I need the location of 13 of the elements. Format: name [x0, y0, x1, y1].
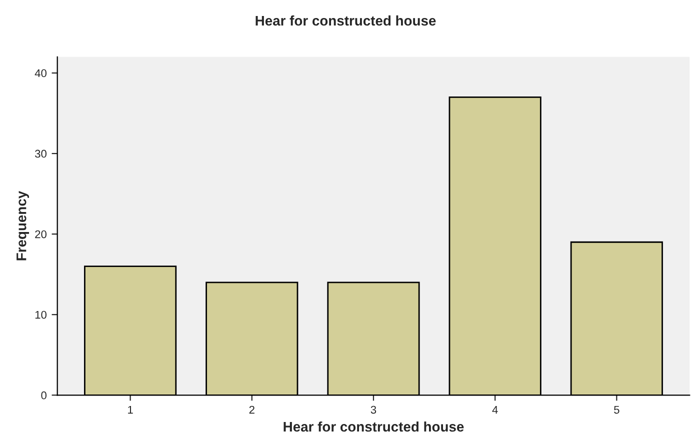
- x-axis-title: Hear for constructed house: [284, 421, 464, 432]
- y-tick-label: 10: [35, 310, 47, 319]
- chart-title: Hear for constructed house: [256, 15, 436, 26]
- y-axis-title: Frequency: [16, 190, 30, 260]
- x-tick-label: 2: [249, 406, 254, 414]
- x-tick-label: 4: [492, 406, 498, 414]
- y-tick-label: 20: [35, 230, 47, 238]
- y-tick-label: 40: [34, 69, 47, 78]
- x-tick-label: 5: [614, 406, 620, 414]
- x-tick-label: 3: [370, 406, 376, 414]
- y-tick-label: 0: [41, 391, 46, 400]
- y-tick-label: 30: [35, 150, 47, 158]
- x-tick-label: 1: [128, 406, 133, 414]
